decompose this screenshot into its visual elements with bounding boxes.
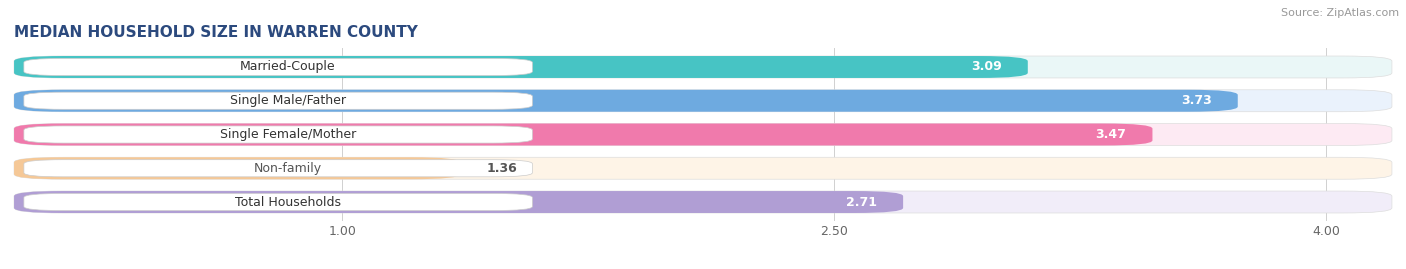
- FancyBboxPatch shape: [24, 58, 533, 76]
- Text: Non-family: Non-family: [254, 162, 322, 175]
- FancyBboxPatch shape: [24, 92, 533, 109]
- FancyBboxPatch shape: [14, 191, 1392, 213]
- Text: Married-Couple: Married-Couple: [240, 61, 336, 73]
- Text: Single Male/Father: Single Male/Father: [231, 94, 346, 107]
- FancyBboxPatch shape: [24, 193, 533, 211]
- Text: 3.09: 3.09: [970, 61, 1001, 73]
- Text: 2.71: 2.71: [846, 196, 877, 208]
- FancyBboxPatch shape: [24, 126, 533, 143]
- FancyBboxPatch shape: [14, 157, 1392, 179]
- FancyBboxPatch shape: [24, 160, 533, 177]
- FancyBboxPatch shape: [14, 123, 1392, 146]
- Text: MEDIAN HOUSEHOLD SIZE IN WARREN COUNTY: MEDIAN HOUSEHOLD SIZE IN WARREN COUNTY: [14, 25, 418, 40]
- FancyBboxPatch shape: [14, 56, 1028, 78]
- Text: Single Female/Mother: Single Female/Mother: [219, 128, 356, 141]
- Text: 3.47: 3.47: [1095, 128, 1126, 141]
- Text: 3.73: 3.73: [1181, 94, 1212, 107]
- FancyBboxPatch shape: [14, 56, 1392, 78]
- FancyBboxPatch shape: [14, 90, 1237, 112]
- FancyBboxPatch shape: [14, 123, 1153, 146]
- FancyBboxPatch shape: [14, 157, 460, 179]
- Text: Total Households: Total Households: [235, 196, 342, 208]
- Text: Source: ZipAtlas.com: Source: ZipAtlas.com: [1281, 8, 1399, 18]
- FancyBboxPatch shape: [14, 191, 903, 213]
- Text: 1.36: 1.36: [486, 162, 517, 175]
- FancyBboxPatch shape: [14, 90, 1392, 112]
